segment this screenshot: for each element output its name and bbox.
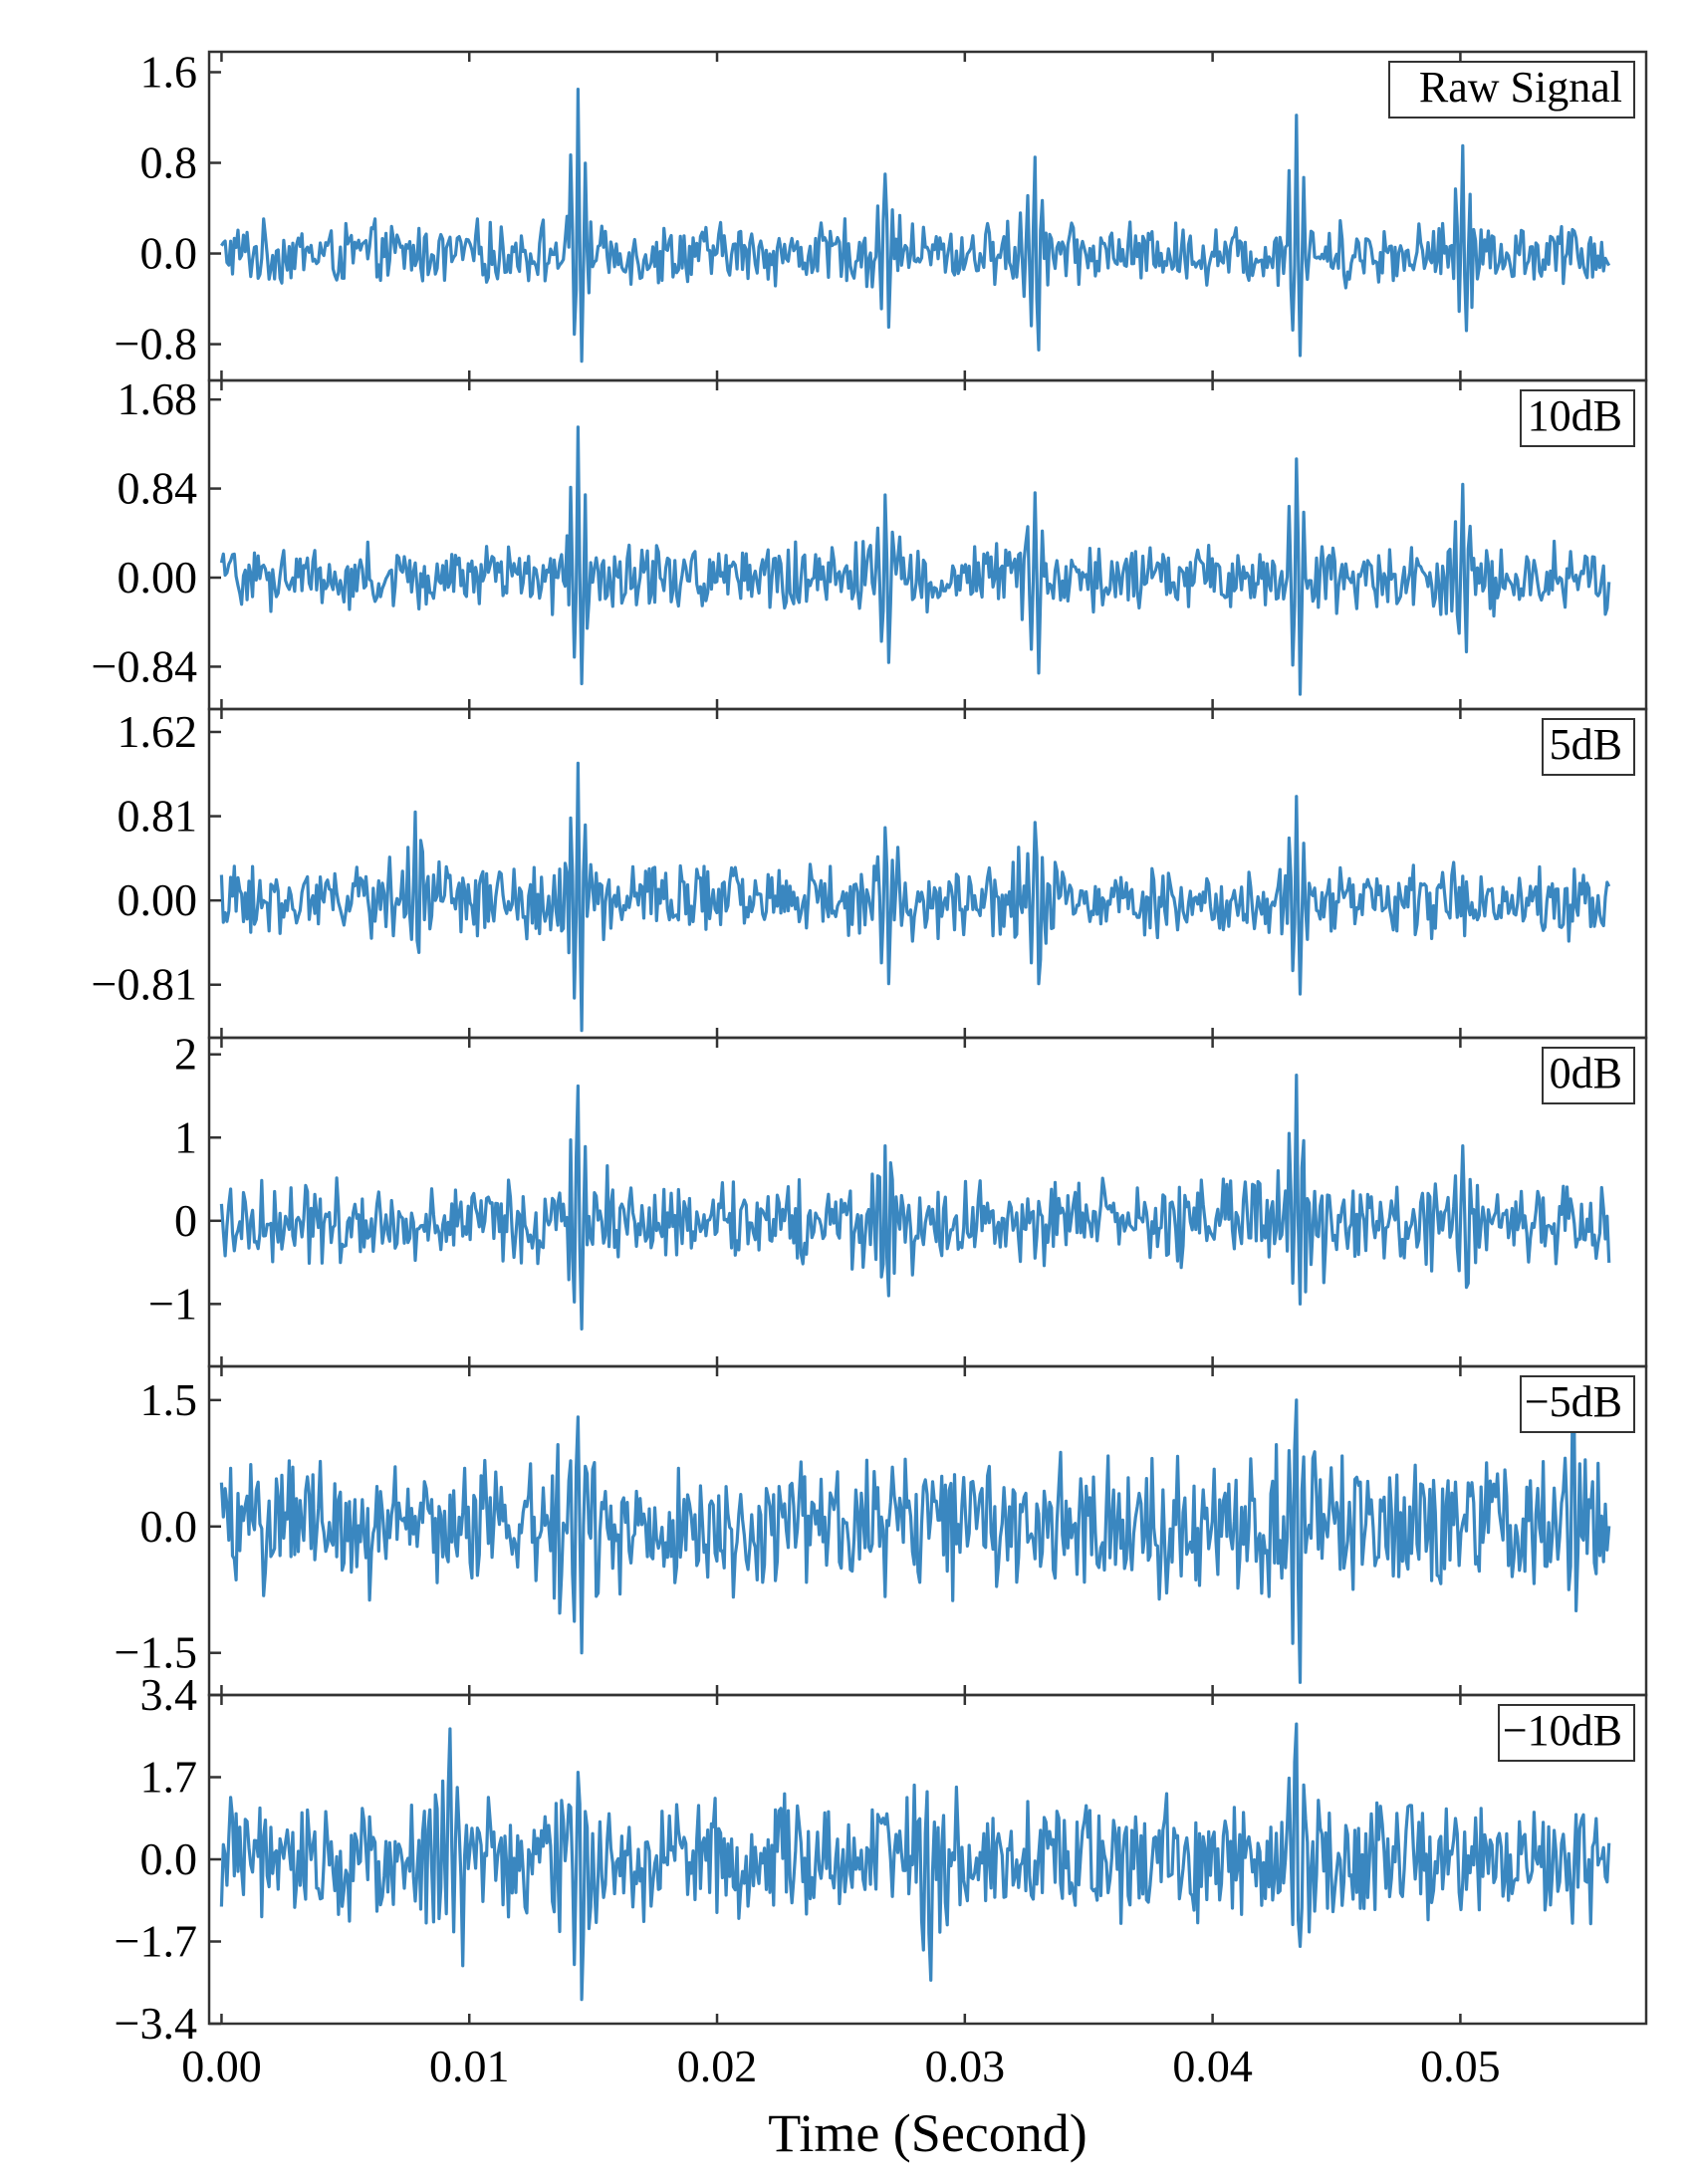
legend-box [1542,1047,1635,1104]
legend: −5dB [1520,1375,1635,1433]
x-tick-label: 0.04 [1172,2041,1253,2091]
panels: −0.80.00.81.6 Raw Signal−0.840.000.841.68… [92,46,1648,2049]
legend: 10dB [1520,389,1635,447]
legend-label: 10dB [1528,391,1622,440]
y-tick-label: 1 [174,1111,197,1162]
panel: −1 0 1 2 0dB [148,1029,1648,1368]
series-line [219,1722,1611,2002]
legend-box [1520,389,1635,447]
y-tick-label: 0.00 [118,874,198,925]
y-tick-label: 0 [174,1195,197,1246]
y-tick-label: −1.5 [115,1627,197,1678]
y-tick-label: 0.0 [140,1501,198,1552]
x-tick-label: 0.00 [181,2041,262,2091]
legend: 5dB [1542,718,1635,776]
legend-box [1498,1704,1635,1762]
legend-label: −10dB [1503,1706,1622,1755]
legend: 0dB [1542,1047,1635,1104]
series-line [219,425,1611,696]
y-tick-label: 1.6 [140,46,198,97]
legend: Raw Signal [1388,61,1635,119]
panel: −1.5 0.0 1.5 −5dB [115,1364,1648,1697]
y-tick-label: 3.4 [140,1669,198,1720]
series-line [219,1398,1611,1684]
y-tick-label: 0.8 [140,137,198,188]
series-line [219,761,1611,1033]
x-tick-label: 0.02 [677,2041,758,2091]
y-tick-label: 0.0 [140,1833,198,1884]
x-tick-label: 0.03 [925,2041,1006,2091]
legend-box [1542,718,1635,776]
y-tick-label: −3.4 [115,1998,197,2049]
x-axis: 0.00 0.01 0.02 0.03 0.04 0.05 [181,2041,1500,2091]
x-tick-label: 0.05 [1420,2041,1501,2091]
y-tick-label: −0.8 [115,319,197,369]
panel: −0.84 0.00 0.84 1.68 10dB [92,373,1648,711]
y-tick-label: 0.84 [118,463,198,514]
legend-label: −5dB [1525,1377,1622,1426]
y-tick-label: 1.68 [118,373,198,424]
y-tick-label: 1.5 [140,1374,198,1425]
legend: −10dB [1498,1704,1635,1762]
panel-frame [207,378,1648,711]
x-axis-label: Time (Second) [768,2103,1087,2163]
y-tick-label: 0.81 [118,791,198,842]
y-tick-label: 2 [174,1029,197,1080]
legend-box [1520,1375,1635,1433]
series-line [219,1074,1611,1331]
y-tick-label: 0.0 [140,228,198,279]
x-tick-label: 0.01 [429,2041,510,2091]
panel: −3.4 −1.7 0.0 1.7 3.4 −10dB [115,1669,1648,2049]
panel: −0.81 0.00 0.81 1.62 5dB [92,706,1648,1040]
y-tick-label: −0.84 [92,640,197,691]
y-tick-label: −1 [148,1278,197,1329]
y-tick-label: 1.7 [140,1752,198,1803]
legend-label: Raw Signal [1419,63,1622,112]
y-tick-label: 0.00 [118,552,198,603]
series-line [220,88,1611,364]
y-tick-label: −1.7 [115,1916,197,1967]
legend-label: 0dB [1550,1049,1622,1097]
y-tick-label: 1.62 [118,706,198,757]
y-tick-label: −0.81 [92,959,197,1010]
legend-box [1388,61,1635,119]
panel: −0.8 0.0 0.8 1.6 Raw Signal [115,46,1648,382]
legend-label: 5dB [1550,720,1622,769]
